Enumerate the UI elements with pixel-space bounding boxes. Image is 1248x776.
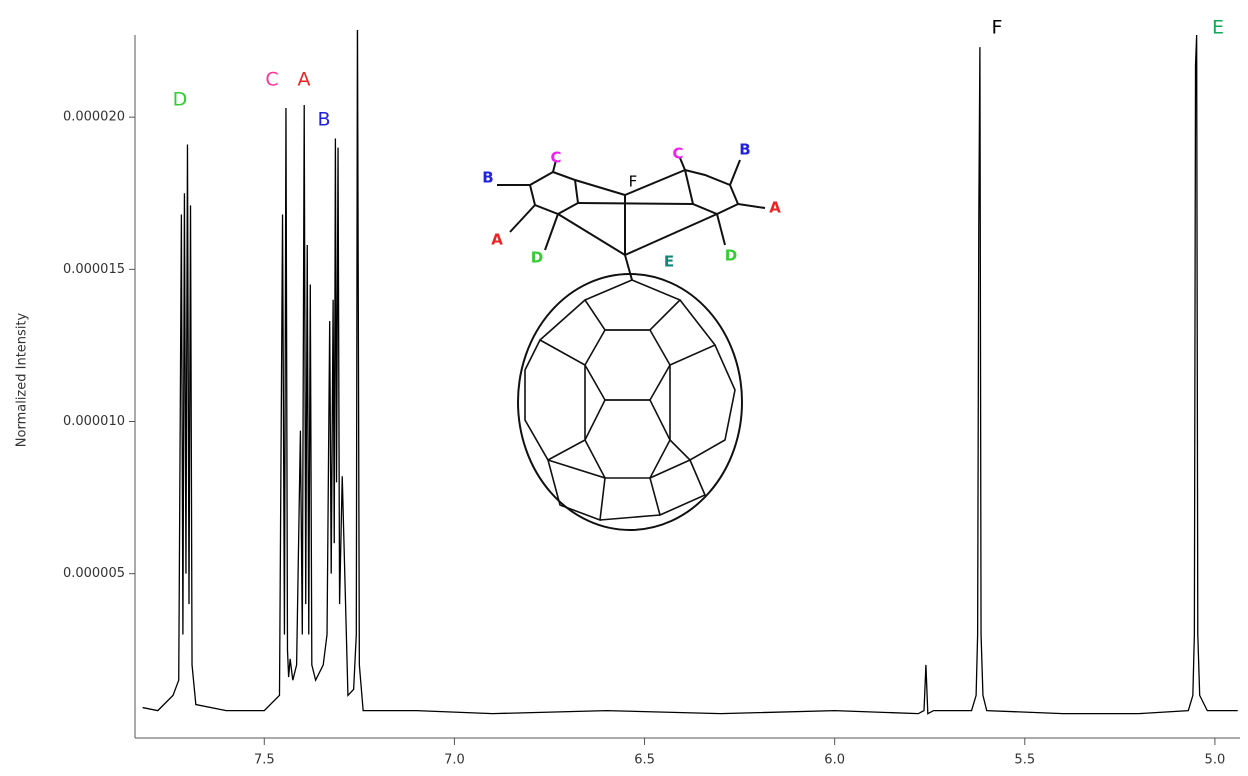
structure-label: B	[482, 169, 493, 187]
structure-label: C	[672, 145, 683, 163]
structure-label: E	[664, 253, 674, 271]
x-tick-label: 6.0	[824, 753, 845, 768]
structure-label: C	[550, 149, 561, 167]
peak-label: C	[265, 69, 278, 91]
x-tick-label: 5.5	[1014, 753, 1035, 768]
structure-label: F	[629, 173, 638, 191]
peak-label: E	[1212, 17, 1224, 39]
spectrum-line	[142, 30, 1238, 715]
y-axis-label: Normalized Intensity	[15, 312, 30, 447]
x-tick-label: 6.5	[634, 753, 655, 768]
y-tick-label: 0.000010	[63, 414, 125, 429]
x-tick-label: 7.5	[254, 753, 275, 768]
structure-label: B	[739, 141, 750, 159]
peak-label: A	[298, 69, 311, 91]
x-tick-label: 7.0	[444, 753, 465, 768]
y-tick-label: 0.000020	[63, 110, 125, 125]
molecule	[497, 157, 766, 531]
peak-label: D	[173, 89, 188, 111]
peak-label: B	[317, 109, 330, 131]
y-tick-label: 0.000015	[63, 262, 125, 277]
structure-label: D	[725, 247, 737, 265]
y-tick-label: 0.000005	[63, 566, 125, 581]
x-tick-label: 5.0	[1205, 753, 1226, 768]
structure-label: A	[769, 199, 781, 217]
peak-label: F	[992, 17, 1003, 39]
structure-label: D	[531, 249, 543, 267]
structure-label: A	[491, 231, 503, 249]
